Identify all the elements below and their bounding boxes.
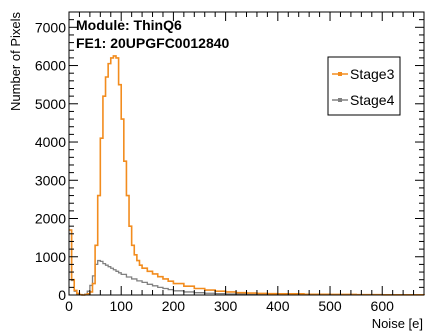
x-axis-title: Noise [e]: [372, 316, 423, 331]
y-tick-label: 3000: [35, 172, 66, 188]
y-axis-title: Number of Pixels: [8, 12, 23, 111]
y-tick-label: 1000: [35, 249, 66, 265]
y-tick-label: 7000: [35, 19, 66, 35]
fe-annotation: FE1: 20UPGFC0012840: [76, 35, 230, 51]
y-tick-labels: 0 1000 2000 3000 4000 5000 6000 7000: [35, 19, 66, 303]
x-tick-label: 600: [371, 298, 395, 314]
x-tick-label: 0: [65, 298, 73, 314]
x-tick-label: 300: [214, 298, 238, 314]
y-tick-label: 0: [58, 287, 66, 303]
legend-dot-stage3: [338, 72, 342, 76]
x-tick-labels: 0 100 200 300 400 500 600: [65, 298, 394, 314]
legend-box: [327, 56, 401, 116]
legend-label-stage3: Stage3: [350, 66, 395, 82]
module-annotation: Module: ThinQ6: [76, 17, 182, 33]
y-tick-label: 6000: [35, 58, 66, 74]
y-tick-label: 4000: [35, 134, 66, 150]
legend-dot-stage4: [338, 98, 342, 102]
y-tick-label: 5000: [35, 96, 66, 112]
x-tick-label: 400: [266, 298, 290, 314]
axis-ticks: [68, 11, 425, 296]
legend: Stage3 Stage4: [327, 56, 401, 116]
x-tick-label: 200: [162, 298, 186, 314]
x-tick-label: 100: [110, 298, 134, 314]
y-tick-label: 2000: [35, 211, 66, 227]
x-tick-label: 500: [318, 298, 342, 314]
legend-label-stage4: Stage4: [350, 92, 395, 108]
